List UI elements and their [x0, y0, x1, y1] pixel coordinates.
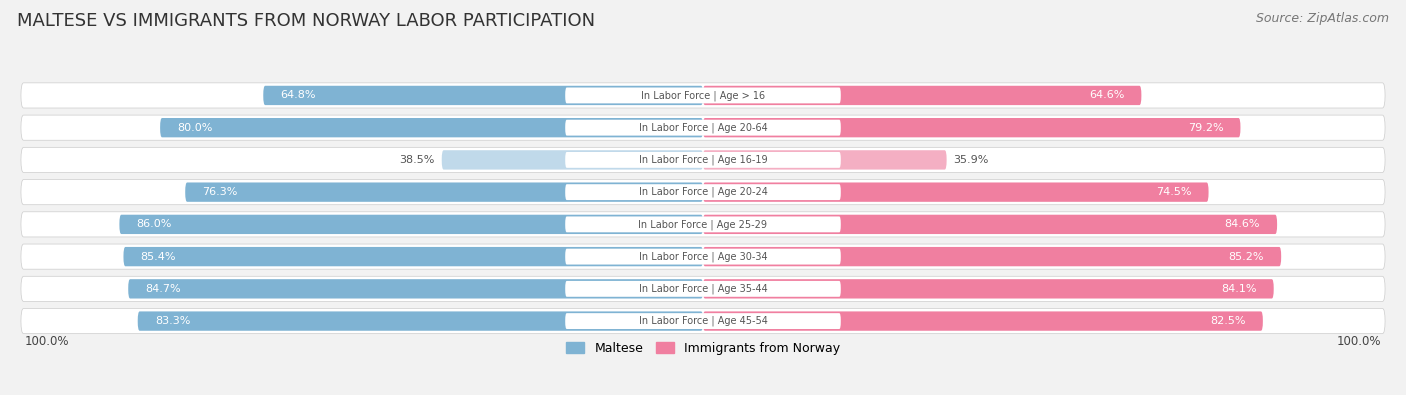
Text: MALTESE VS IMMIGRANTS FROM NORWAY LABOR PARTICIPATION: MALTESE VS IMMIGRANTS FROM NORWAY LABOR … [17, 12, 595, 30]
Text: 85.2%: 85.2% [1229, 252, 1264, 261]
FancyBboxPatch shape [21, 276, 1385, 301]
FancyBboxPatch shape [120, 215, 703, 234]
Legend: Maltese, Immigrants from Norway: Maltese, Immigrants from Norway [561, 337, 845, 360]
FancyBboxPatch shape [703, 311, 1263, 331]
FancyBboxPatch shape [21, 115, 1385, 140]
Text: 86.0%: 86.0% [136, 219, 172, 229]
Text: In Labor Force | Age 30-34: In Labor Force | Age 30-34 [638, 251, 768, 262]
Text: 64.8%: 64.8% [280, 90, 316, 100]
Text: 80.0%: 80.0% [177, 123, 212, 133]
Text: 84.1%: 84.1% [1220, 284, 1257, 294]
FancyBboxPatch shape [703, 215, 1277, 234]
FancyBboxPatch shape [565, 152, 841, 168]
Text: 82.5%: 82.5% [1211, 316, 1246, 326]
Text: In Labor Force | Age 20-24: In Labor Force | Age 20-24 [638, 187, 768, 198]
Text: In Labor Force | Age > 16: In Labor Force | Age > 16 [641, 90, 765, 101]
Text: 38.5%: 38.5% [399, 155, 434, 165]
Text: 74.5%: 74.5% [1156, 187, 1191, 197]
FancyBboxPatch shape [565, 249, 841, 265]
FancyBboxPatch shape [565, 216, 841, 232]
Text: 83.3%: 83.3% [155, 316, 190, 326]
FancyBboxPatch shape [441, 150, 703, 169]
Text: In Labor Force | Age 16-19: In Labor Force | Age 16-19 [638, 155, 768, 165]
FancyBboxPatch shape [160, 118, 703, 137]
FancyBboxPatch shape [565, 88, 841, 103]
FancyBboxPatch shape [21, 212, 1385, 237]
Text: In Labor Force | Age 45-54: In Labor Force | Age 45-54 [638, 316, 768, 326]
FancyBboxPatch shape [21, 180, 1385, 205]
FancyBboxPatch shape [21, 83, 1385, 108]
FancyBboxPatch shape [128, 279, 703, 299]
FancyBboxPatch shape [703, 279, 1274, 299]
FancyBboxPatch shape [565, 120, 841, 135]
Text: 76.3%: 76.3% [202, 187, 238, 197]
Text: 79.2%: 79.2% [1188, 123, 1223, 133]
FancyBboxPatch shape [703, 247, 1281, 266]
FancyBboxPatch shape [263, 86, 703, 105]
FancyBboxPatch shape [21, 308, 1385, 334]
Text: 85.4%: 85.4% [141, 252, 176, 261]
FancyBboxPatch shape [565, 184, 841, 200]
FancyBboxPatch shape [703, 86, 1142, 105]
FancyBboxPatch shape [565, 281, 841, 297]
FancyBboxPatch shape [124, 247, 703, 266]
Text: 100.0%: 100.0% [24, 335, 69, 348]
Text: In Labor Force | Age 25-29: In Labor Force | Age 25-29 [638, 219, 768, 229]
FancyBboxPatch shape [21, 244, 1385, 269]
Text: 100.0%: 100.0% [1337, 335, 1382, 348]
Text: In Labor Force | Age 20-64: In Labor Force | Age 20-64 [638, 122, 768, 133]
FancyBboxPatch shape [138, 311, 703, 331]
FancyBboxPatch shape [703, 150, 946, 169]
Text: In Labor Force | Age 35-44: In Labor Force | Age 35-44 [638, 284, 768, 294]
Text: Source: ZipAtlas.com: Source: ZipAtlas.com [1256, 12, 1389, 25]
FancyBboxPatch shape [21, 147, 1385, 173]
Text: 84.6%: 84.6% [1225, 219, 1260, 229]
FancyBboxPatch shape [186, 182, 703, 202]
Text: 84.7%: 84.7% [145, 284, 181, 294]
FancyBboxPatch shape [703, 182, 1209, 202]
Text: 35.9%: 35.9% [953, 155, 988, 165]
FancyBboxPatch shape [703, 118, 1240, 137]
FancyBboxPatch shape [565, 313, 841, 329]
Text: 64.6%: 64.6% [1088, 90, 1125, 100]
